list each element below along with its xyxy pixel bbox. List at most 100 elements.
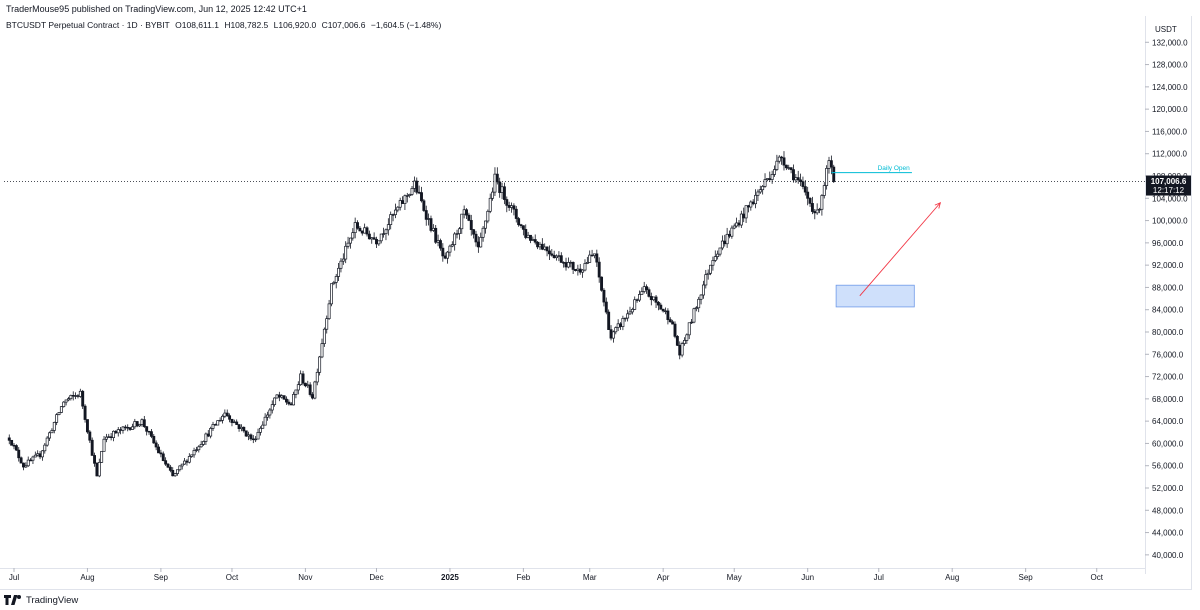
candle: [493, 167, 497, 197]
candle: [562, 261, 566, 268]
candle: [488, 193, 492, 214]
candle: [370, 237, 374, 244]
time-tick-label: Jun: [801, 573, 814, 582]
candle: [164, 457, 168, 466]
candle: [813, 209, 817, 220]
candle: [716, 250, 720, 260]
candle: [500, 182, 504, 200]
candle: [524, 224, 528, 240]
time-tick-label: Jul: [874, 573, 884, 582]
candle: [730, 225, 734, 239]
candle: [600, 276, 604, 292]
candle: [154, 440, 158, 451]
candle: [517, 216, 521, 227]
candle: [159, 449, 163, 458]
candle: [69, 394, 73, 401]
candle: [574, 269, 577, 272]
candle: [640, 287, 644, 295]
candle: [303, 382, 307, 388]
price-tick-label: 56,000.0: [1152, 462, 1184, 471]
candle: [756, 189, 760, 201]
candle: [538, 241, 542, 250]
price-tick-label: 72,000.0: [1152, 373, 1184, 382]
candle: [149, 429, 153, 439]
candle: [576, 264, 580, 276]
candle: [318, 355, 322, 376]
candle: [97, 458, 101, 478]
candle: [709, 264, 712, 276]
symbol-name[interactable]: BTCUSDT Perpetual Contract · 1D · BYBIT: [6, 20, 170, 30]
candle: [469, 214, 473, 236]
candle: [519, 223, 523, 229]
support-zone-box[interactable]: [835, 284, 915, 308]
time-axis[interactable]: Jul Aug Sep Oct Nov Dec 2025 Feb Mar Apr May Jun Jul…: [9, 568, 1104, 582]
candle: [332, 280, 336, 286]
change-value: −1,604.5 (−1.48%): [370, 20, 442, 30]
candle: [706, 269, 710, 280]
price-tick-label: 68,000.0: [1152, 395, 1184, 404]
last-price-badge-bg: [1146, 175, 1191, 196]
candlestick-series: [7, 151, 836, 478]
candle: [29, 458, 33, 462]
candle: [237, 424, 241, 432]
price-tick-label: 96,000.0: [1152, 239, 1184, 248]
candle: [161, 451, 165, 462]
candle: [784, 164, 788, 171]
candle: [251, 435, 255, 444]
candle: [626, 309, 630, 322]
candle: [718, 247, 722, 257]
candle: [270, 400, 274, 414]
candle: [744, 205, 748, 224]
candle: [446, 250, 450, 264]
candle: [199, 440, 203, 448]
candle: [382, 227, 386, 238]
time-tick-label: Nov: [298, 573, 312, 582]
candle: [751, 199, 755, 206]
candle: [114, 430, 118, 435]
tradingview-footer: TradingView: [4, 592, 78, 608]
candle: [507, 201, 511, 211]
countdown-label: 12:17:12: [1153, 186, 1185, 195]
candle: [178, 465, 182, 472]
price-axis[interactable]: 40,000.0 44,000.0 48,000.0 52,000.0 56,000.0…: [1145, 38, 1188, 560]
candle: [230, 418, 234, 427]
currency-label[interactable]: USDT: [1155, 25, 1177, 34]
candle: [239, 424, 243, 432]
candle: [583, 259, 587, 272]
tradingview-logo-icon: [4, 595, 21, 605]
price-tick-label: 104,000.0: [1152, 194, 1188, 203]
candle: [74, 392, 78, 400]
candle: [83, 404, 87, 423]
candle: [223, 409, 227, 419]
candle: [460, 213, 464, 234]
candle: [131, 423, 134, 430]
candle: [62, 401, 66, 408]
candle: [242, 426, 246, 433]
candle: [701, 280, 705, 299]
candle: [822, 182, 826, 199]
time-tick-label: Feb: [516, 573, 530, 582]
candle: [479, 232, 483, 248]
candle: [616, 319, 620, 332]
time-tick-label: Mar: [583, 573, 597, 582]
candle: [22, 462, 25, 471]
candle: [202, 440, 205, 446]
candle: [678, 341, 682, 360]
candle: [135, 420, 139, 428]
candle: [609, 325, 613, 341]
candle: [685, 333, 689, 344]
drawings[interactable]: Daily Open: [831, 165, 942, 308]
candle: [116, 426, 120, 437]
projection-arrow[interactable]: [859, 202, 941, 297]
candle: [694, 306, 698, 312]
price-axis-border: [1145, 16, 1146, 574]
candle: [761, 184, 765, 195]
candle: [38, 451, 42, 460]
candle: [48, 431, 51, 442]
publisher-info: TraderMouse95 published on TradingView.c…: [6, 4, 307, 14]
price-tick-label: 60,000.0: [1152, 439, 1184, 448]
candle: [623, 317, 627, 322]
candle: [282, 395, 286, 400]
candle: [431, 224, 435, 232]
